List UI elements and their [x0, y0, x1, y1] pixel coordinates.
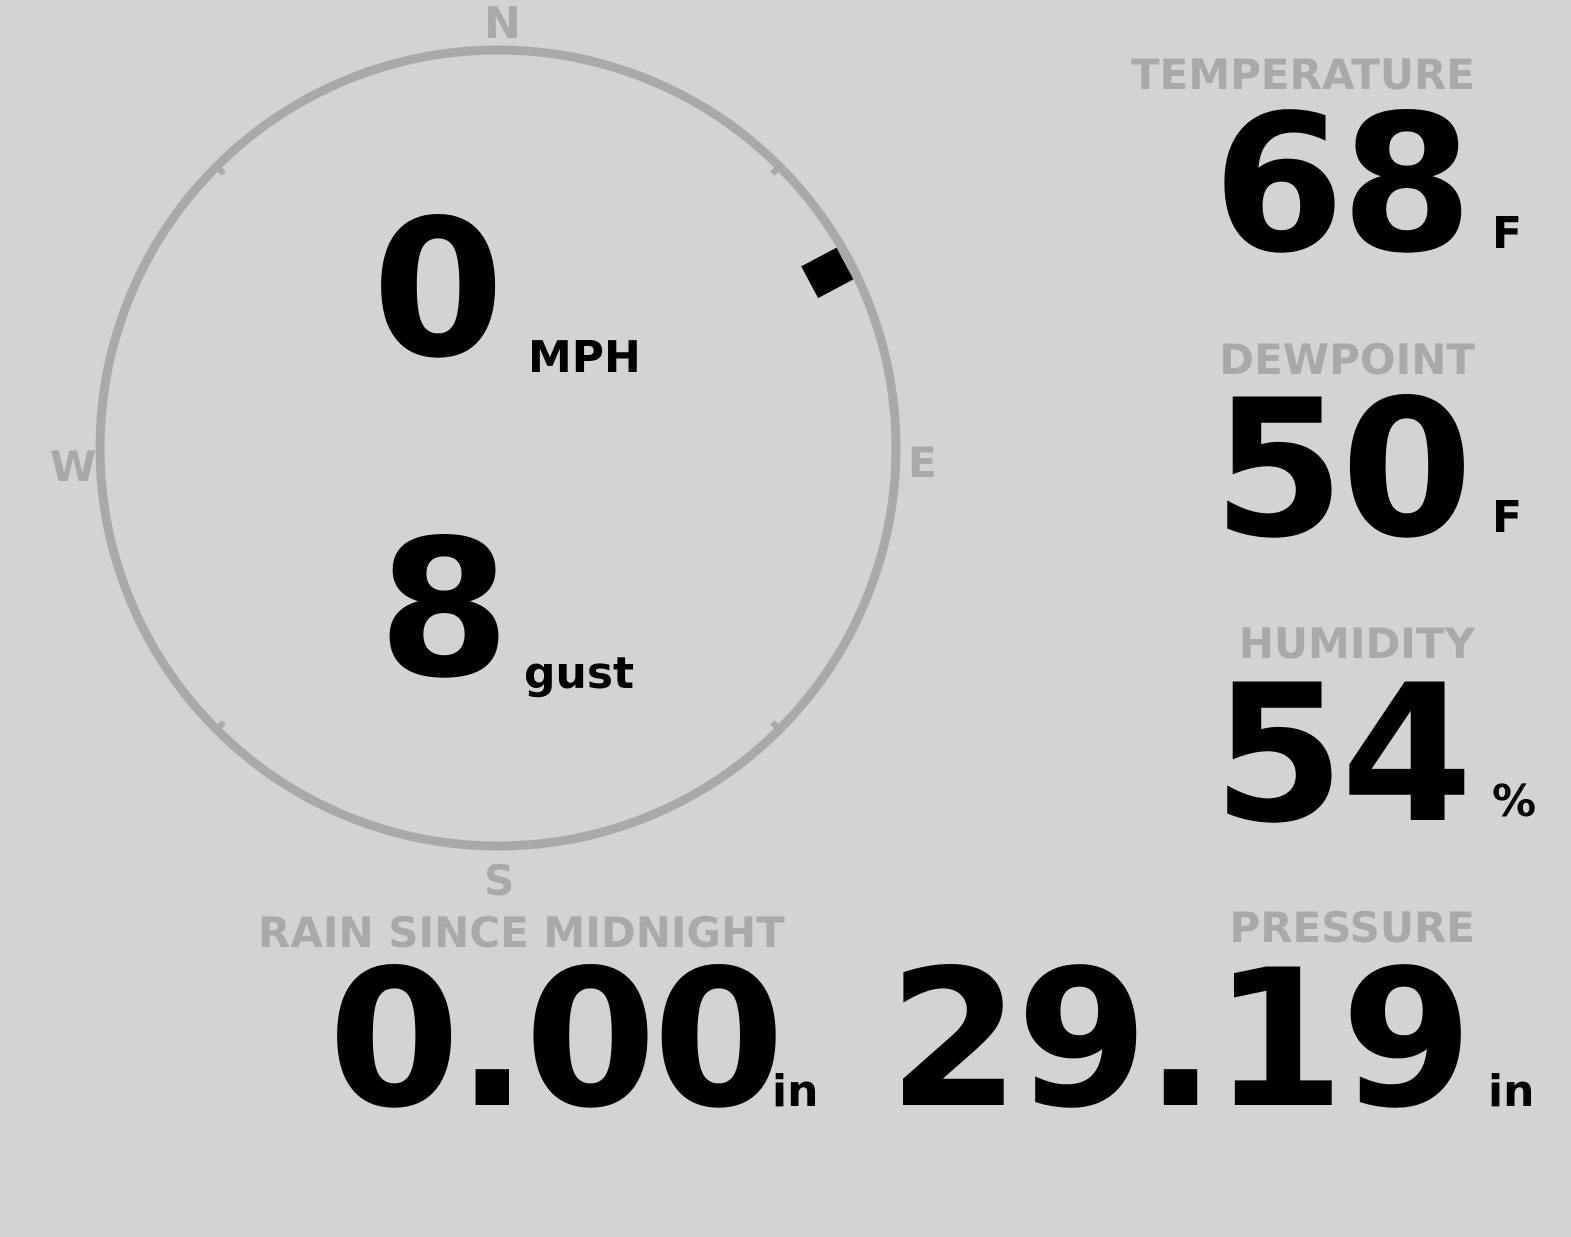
compass-e: E	[908, 438, 937, 487]
rain-label: RAIN SINCE MIDNIGHT	[258, 908, 785, 957]
humidity-value: 54	[1212, 644, 1473, 865]
temperature-unit: F	[1492, 208, 1523, 259]
temperature-value: 68	[1212, 74, 1473, 295]
temperature-label: TEMPERATURE	[1131, 50, 1475, 99]
compass-ring	[95, 45, 901, 851]
pressure-unit: in	[1488, 1066, 1535, 1117]
pressure-value: 29.19	[888, 929, 1473, 1150]
pressure-label: PRESSURE	[1229, 903, 1475, 952]
compass-w: W	[50, 442, 97, 491]
compass-tick	[211, 161, 226, 176]
compass-tick	[770, 161, 785, 176]
wind-gust-value: 8	[378, 499, 510, 720]
compass-s: S	[484, 856, 515, 905]
dewpoint-value: 50	[1212, 359, 1473, 580]
dewpoint-label: DEWPOINT	[1219, 335, 1475, 384]
compass-n: N	[484, 0, 521, 49]
humidity-unit: %	[1492, 776, 1537, 827]
compass-tick	[770, 720, 785, 735]
wind-direction-marker	[801, 247, 854, 299]
compass-tick	[211, 720, 226, 735]
dewpoint-unit: F	[1492, 492, 1523, 543]
rain-unit: in	[772, 1066, 819, 1117]
wind-speed-unit: MPH	[528, 332, 641, 383]
wind-speed-value: 0	[372, 179, 504, 400]
wind-gust-label: gust	[524, 648, 635, 699]
humidity-label: HUMIDITY	[1238, 619, 1475, 668]
rain-value: 0.00	[328, 929, 785, 1150]
